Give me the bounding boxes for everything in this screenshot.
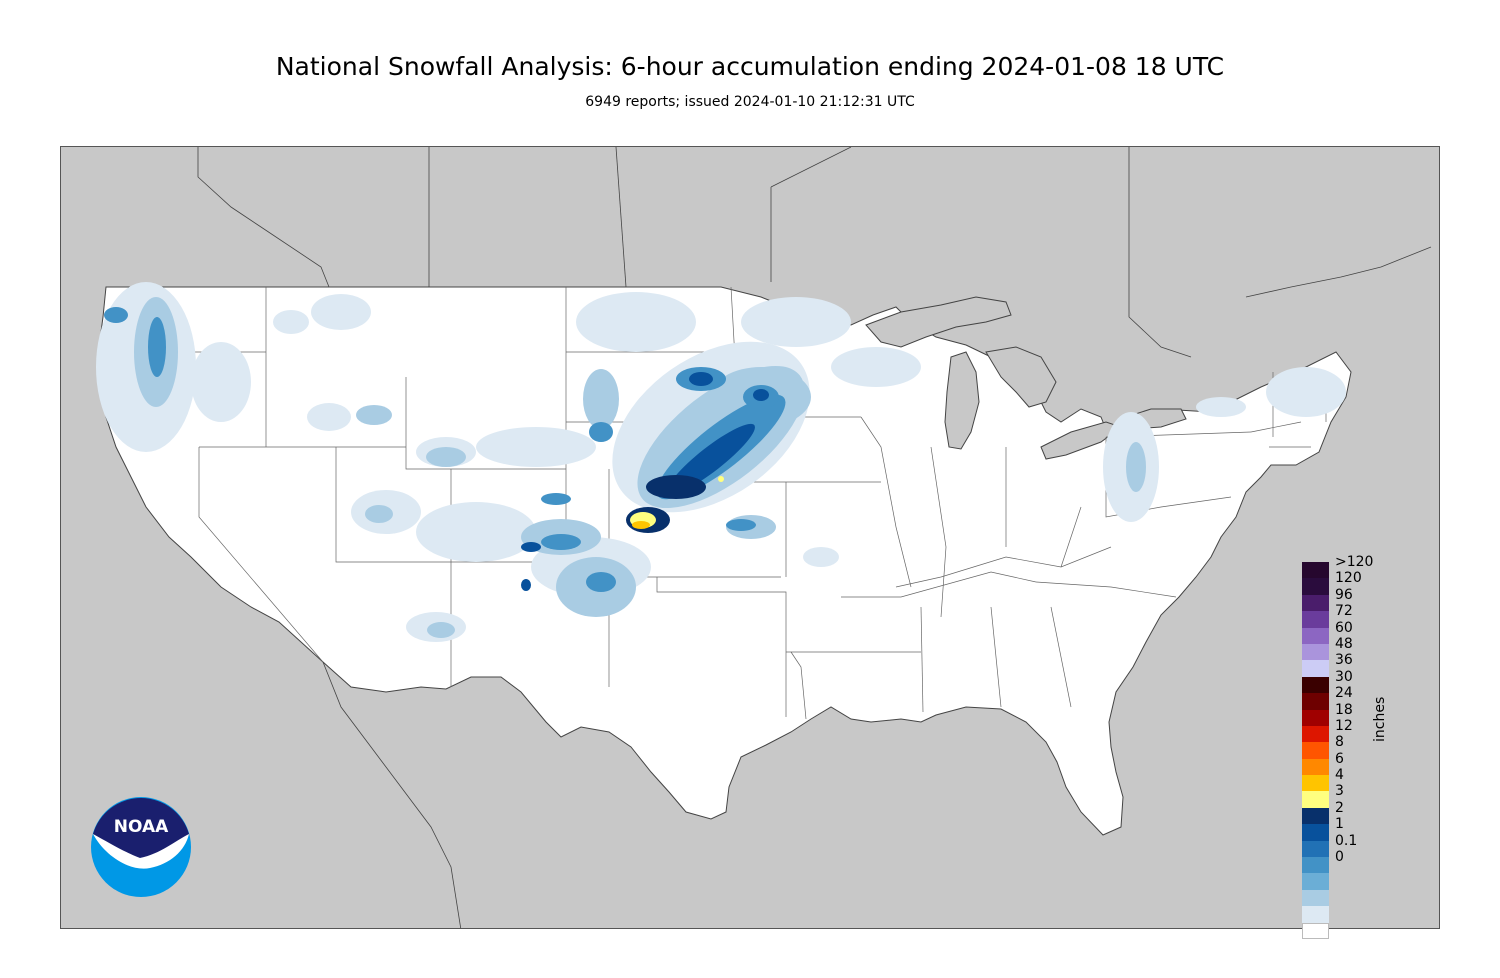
page-subtitle: 6949 reports; issued 2024-01-10 21:12:31…: [585, 94, 915, 110]
legend-row: 1: [1302, 816, 1442, 841]
legend-row: 24: [1302, 685, 1442, 710]
legend-label: 1: [1335, 816, 1344, 833]
legend-top-row: >120: [1302, 554, 1442, 579]
legend-label: 8: [1335, 734, 1344, 751]
lake-superior: [865, 296, 1012, 348]
legend-swatch: [1302, 922, 1329, 939]
legend-row: 8: [1302, 734, 1442, 759]
legend-swatch: [1302, 660, 1329, 677]
snowfall-map[interactable]: [60, 146, 1440, 929]
legend-swatch: [1302, 889, 1329, 907]
noaa-logo-icon: NOAA: [90, 796, 192, 898]
legend-swatch: [1302, 693, 1329, 710]
legend-swatch: [1302, 709, 1329, 726]
legend-row: 60: [1302, 620, 1442, 644]
color-legend: >120 120 96 72 60 48 36 30 24 18 12 8 6 4 3 2 1 0.1 0: [1302, 554, 1442, 939]
legend-row: 120: [1302, 570, 1442, 595]
legend-label: 12: [1335, 717, 1353, 734]
legend-label: 2: [1335, 799, 1344, 816]
legend-swatch: [1302, 824, 1329, 841]
country-borders: [197, 147, 1432, 928]
legend-row: 0.1: [1302, 833, 1442, 858]
lake-huron: [985, 346, 1057, 408]
snowfall-extreme: [626, 475, 724, 533]
legend-row: 96: [1302, 587, 1442, 612]
legend-label: 24: [1335, 685, 1353, 702]
legend-top-label: >120: [1335, 554, 1374, 570]
legend-swatch: [1302, 807, 1329, 825]
legend-row: 18: [1302, 702, 1442, 726]
legend-row: 3: [1302, 783, 1442, 808]
conus-land: [98, 286, 1352, 836]
legend-swatch: [1302, 791, 1329, 808]
legend-label: 60: [1335, 619, 1353, 636]
legend-swatch: [1302, 643, 1329, 661]
legend-row: 6: [1302, 751, 1442, 776]
legend-swatch: [1302, 857, 1329, 874]
legend-swatch: [1302, 725, 1329, 743]
legend-swatch: [1302, 562, 1329, 579]
legend-row: [1302, 922, 1442, 939]
legend-label: 96: [1335, 586, 1353, 603]
legend-label: 4: [1335, 767, 1344, 784]
page-title: National Snowfall Analysis: 6-hour accum…: [275, 52, 1225, 81]
legend-row: [1302, 906, 1442, 923]
legend-row: 36: [1302, 652, 1442, 677]
legend-swatch: [1302, 627, 1329, 644]
legend-row: 48: [1302, 636, 1442, 661]
legend-units: inches: [1372, 696, 1388, 742]
legend-row: 2: [1302, 800, 1442, 825]
legend-swatch: [1302, 611, 1329, 628]
legend-label: 0: [1335, 849, 1344, 866]
legend-row: 72: [1302, 603, 1442, 628]
legend-row: [1302, 873, 1442, 890]
legend-swatch: [1302, 676, 1329, 694]
legend-swatch: [1302, 742, 1329, 759]
legend-label: 3: [1335, 783, 1344, 800]
legend-swatch: [1302, 758, 1329, 776]
legend-label: 6: [1335, 750, 1344, 767]
legend-swatch: [1302, 775, 1329, 792]
legend-label: 18: [1335, 701, 1353, 718]
map-canvas: [96, 147, 1432, 928]
legend-swatch: [1302, 594, 1329, 612]
legend-label: 120: [1335, 570, 1362, 587]
legend-swatch: [1302, 906, 1329, 923]
legend-row: [1302, 889, 1442, 907]
legend-label: 30: [1335, 668, 1353, 685]
legend-row: 4: [1302, 767, 1442, 792]
legend-swatch: [1302, 578, 1329, 595]
legend-label: 36: [1335, 652, 1353, 669]
legend-swatch: [1302, 840, 1329, 858]
legend-label: 0.1: [1335, 832, 1358, 849]
lake-michigan: [944, 351, 980, 450]
legend-label: 48: [1335, 635, 1353, 652]
legend-row: 0: [1302, 849, 1442, 874]
legend-label: 72: [1335, 603, 1353, 620]
legend-swatch: [1302, 873, 1329, 890]
noaa-logo-text: NOAA: [114, 817, 169, 837]
legend-row: 12: [1302, 718, 1442, 743]
legend-row: 30: [1302, 669, 1442, 694]
